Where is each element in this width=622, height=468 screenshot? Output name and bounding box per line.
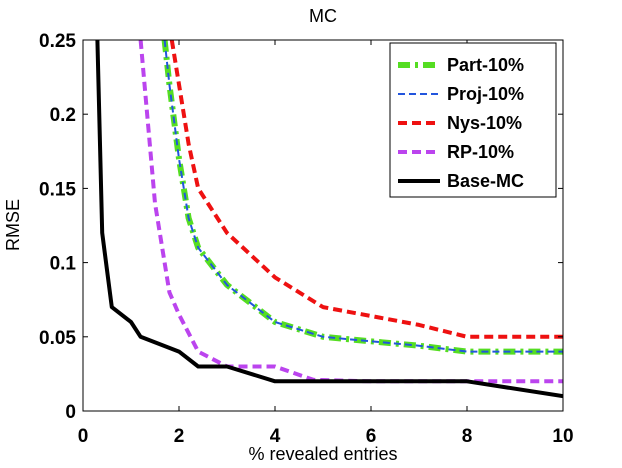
series-line-part-10 bbox=[161, 40, 563, 355]
x-axis-label: % revealed entries bbox=[248, 444, 397, 464]
x-tick-label: 6 bbox=[366, 426, 377, 447]
y-tick-labels: 0 0.05 0.1 0.15 0.2 0.25 bbox=[39, 31, 76, 423]
y-tick-label: 0.2 bbox=[50, 105, 76, 126]
y-tick-label: 0.1 bbox=[50, 254, 77, 275]
series-line-nys-10 bbox=[169, 40, 563, 339]
y-tick-label: 0 bbox=[65, 402, 76, 423]
legend-label-base-mc: Base-MC bbox=[447, 171, 524, 191]
legend-box bbox=[389, 42, 557, 198]
legend-label-rp-10: RP-10% bbox=[447, 142, 514, 162]
y-axis-label: RMSE bbox=[3, 199, 23, 251]
chart-title: MC bbox=[309, 6, 337, 26]
x-tick-label: 10 bbox=[552, 426, 573, 447]
y-tick-label: 0.15 bbox=[39, 179, 76, 200]
plot-frame bbox=[82, 39, 564, 412]
plot-series bbox=[95, 40, 563, 399]
legend-label-proj-10: Proj-10% bbox=[447, 84, 524, 104]
y-tick-label: 0.25 bbox=[39, 31, 76, 52]
legend-label-nys-10: Nys-10% bbox=[447, 113, 522, 133]
x-tick-label: 2 bbox=[174, 426, 185, 447]
series-line-base-mc bbox=[95, 40, 563, 399]
legend: Part-10% Proj-10% Nys-10% RP-10% Base-MC bbox=[389, 42, 557, 198]
x-tick-labels: 0 2 4 6 8 10 bbox=[78, 426, 574, 447]
legend-entries: Part-10% Proj-10% Nys-10% RP-10% Base-MC bbox=[398, 55, 524, 191]
x-tick-label: 0 bbox=[78, 426, 89, 447]
x-tick-label: 4 bbox=[270, 426, 281, 447]
legend-label-part-10: Part-10% bbox=[447, 55, 524, 75]
x-tick-label: 8 bbox=[462, 426, 473, 447]
y-tick-label: 0.05 bbox=[39, 328, 76, 349]
